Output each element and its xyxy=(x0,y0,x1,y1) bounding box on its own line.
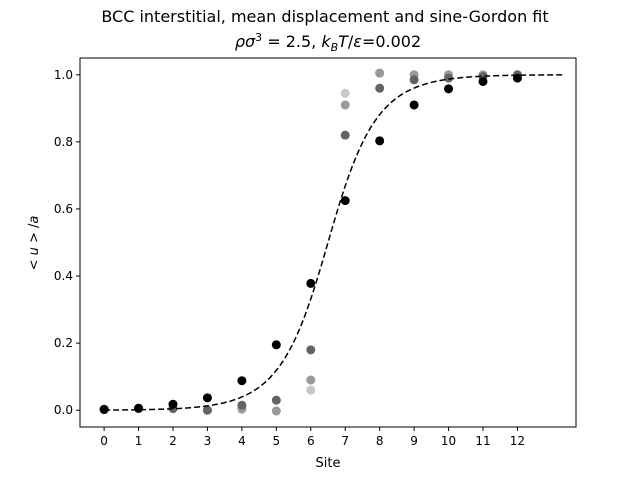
x-tick-label-3: 3 xyxy=(204,434,212,448)
x-axis-label: Site xyxy=(316,456,341,471)
point-sample-dark-4 xyxy=(237,400,247,410)
point-mean-7 xyxy=(340,196,350,206)
x-tick-label-11: 11 xyxy=(475,434,490,448)
y-axis: 0.0 0.2 0.4 0.6 0.8 1.0 xyxy=(54,68,80,417)
fit-line xyxy=(104,74,563,411)
x-tick-label-7: 7 xyxy=(341,434,349,448)
chart-subtitle: ρσ3 = 2.5, kBT/ε=0.002 xyxy=(235,31,421,54)
point-sample-dark-6 xyxy=(306,345,316,355)
plot-area xyxy=(99,68,563,416)
x-tick-label-10: 10 xyxy=(441,434,456,448)
point-sample-medium-8 xyxy=(375,68,385,78)
x-tick-label-8: 8 xyxy=(376,434,384,448)
x-tick-label-1: 1 xyxy=(135,434,143,448)
point-sample-dark-5 xyxy=(271,395,281,405)
x-tick-label-0: 0 xyxy=(100,434,108,448)
point-mean-3 xyxy=(202,393,212,403)
y-axis-label: < u > /a xyxy=(27,216,42,271)
point-sample-light-7 xyxy=(340,88,350,98)
y-tick-label-0: 0.0 xyxy=(54,403,73,417)
point-sample-medium-5 xyxy=(271,406,281,416)
point-sample-dark-7 xyxy=(340,130,350,140)
y-tick-label-0.8: 0.8 xyxy=(54,135,73,149)
x-tick-label-4: 4 xyxy=(238,434,246,448)
y-tick-label-0.4: 0.4 xyxy=(54,269,73,283)
point-sample-light-6 xyxy=(306,385,316,395)
point-mean-0 xyxy=(99,405,109,415)
point-sample-medium-6 xyxy=(306,375,316,385)
x-tick-label-6: 6 xyxy=(307,434,315,448)
point-sample-medium-7 xyxy=(340,100,350,110)
y-tick-label-0.2: 0.2 xyxy=(54,336,73,350)
point-sample-dark-9 xyxy=(409,75,419,85)
point-mean-11 xyxy=(478,76,488,86)
x-tick-label-9: 9 xyxy=(410,434,418,448)
point-sample-dark-8 xyxy=(375,83,385,93)
point-sample-dark-10 xyxy=(444,73,454,83)
point-mean-1 xyxy=(134,403,144,413)
y-tick-label-1: 1.0 xyxy=(54,68,73,82)
point-mean-4 xyxy=(237,376,247,386)
point-mean-10 xyxy=(444,84,454,94)
chart-title: BCC interstitial, mean displacement and … xyxy=(101,7,548,26)
point-mean-2 xyxy=(168,399,178,409)
plot-frame xyxy=(79,57,577,428)
point-mean-9 xyxy=(409,100,419,110)
point-mean-12 xyxy=(512,73,522,83)
y-tick-label-0.6: 0.6 xyxy=(54,202,73,216)
x-axis: 0 1 2 3 4 5 6 7 8 9 10 11 12 xyxy=(100,427,525,448)
point-mean-6 xyxy=(306,278,316,288)
x-tick-label-12: 12 xyxy=(510,434,525,448)
x-tick-label-2: 2 xyxy=(169,434,177,448)
point-sample-dark-3 xyxy=(202,405,212,415)
x-tick-label-5: 5 xyxy=(273,434,281,448)
point-mean-8 xyxy=(375,136,385,146)
point-mean-5 xyxy=(271,340,281,350)
